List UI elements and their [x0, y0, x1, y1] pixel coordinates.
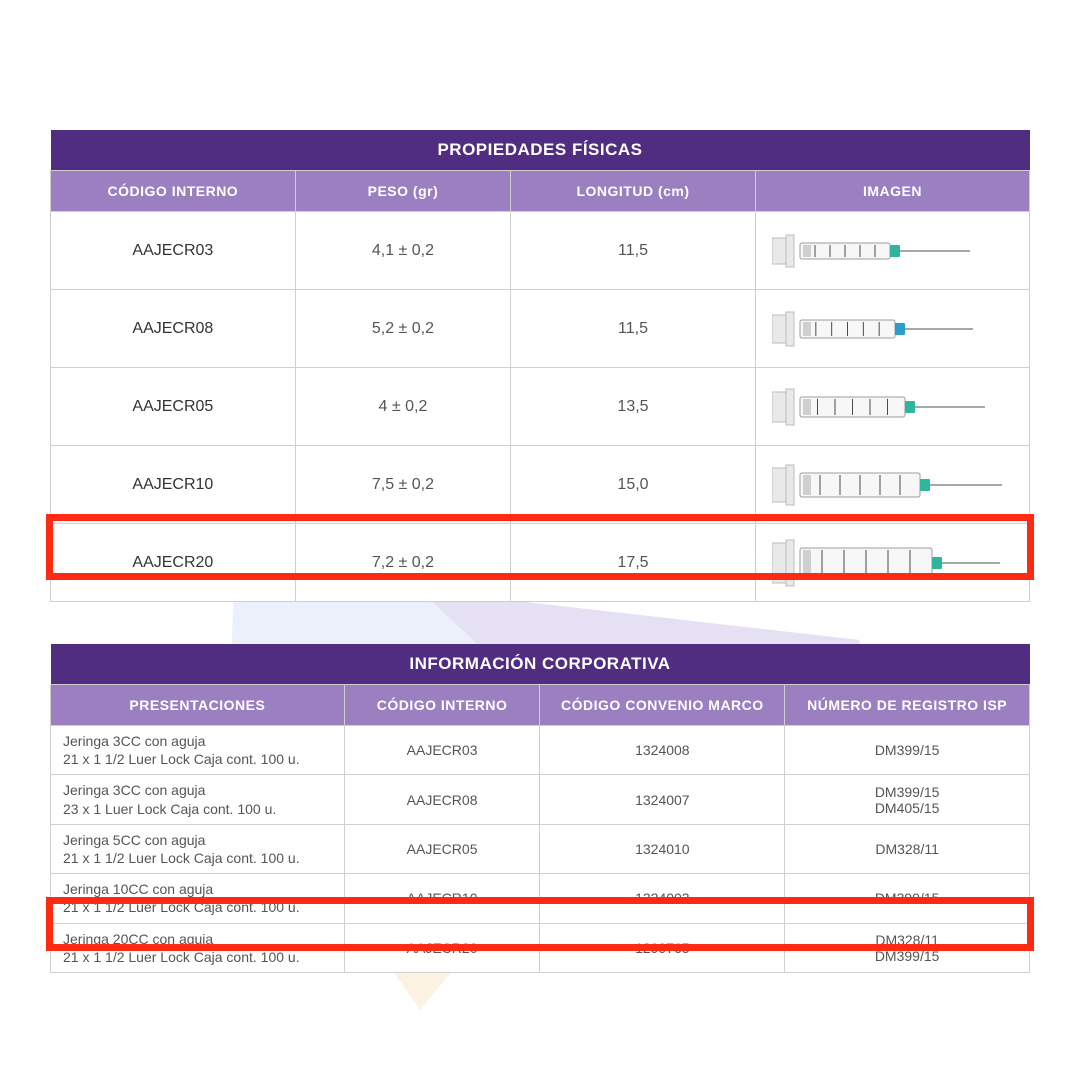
cell-codigo: AAJECR20: [344, 923, 540, 972]
cell-codigo: AAJECR20: [51, 524, 296, 602]
cell-isp: DM399/15: [785, 874, 1030, 923]
cell-codigo: AAJECR10: [51, 446, 296, 524]
cell-convenio: 1324003: [540, 874, 785, 923]
corporate-info-table: INFORMACIÓN CORPORATIVA PRESENTACIONES C…: [50, 644, 1030, 973]
cell-presentaciones: Jeringa 3CC con aguja 21 x 1 1/2 Luer Lo…: [51, 726, 345, 775]
cell-peso: 7,2 ± 0,2: [295, 524, 510, 602]
physical-properties-table: PROPIEDADES FÍSICAS CÓDIGO INTERNO PESO …: [50, 130, 1030, 602]
cell-longitud: 15,0: [511, 446, 756, 524]
table-row: Jeringa 20CC con aguja 21 x 1 1/2 Luer L…: [51, 923, 1030, 972]
table-row: Jeringa 3CC con aguja 23 x 1 Luer Lock C…: [51, 775, 1030, 824]
cell-imagen: [755, 446, 1029, 524]
table2-title-row: INFORMACIÓN CORPORATIVA: [51, 644, 1030, 685]
cell-imagen: [755, 368, 1029, 446]
table-row: Jeringa 3CC con aguja 21 x 1 1/2 Luer Lo…: [51, 726, 1030, 775]
syringe-icon: [772, 460, 1012, 510]
cell-presentaciones: Jeringa 3CC con aguja 23 x 1 Luer Lock C…: [51, 775, 345, 824]
cell-codigo: AAJECR03: [344, 726, 540, 775]
cell-presentaciones: Jeringa 5CC con aguja 21 x 1 1/2 Luer Lo…: [51, 824, 345, 873]
cell-codigo: AAJECR05: [51, 368, 296, 446]
t1-col-peso: PESO (gr): [295, 171, 510, 212]
t2-col-presentaciones: PRESENTACIONES: [51, 685, 345, 726]
cell-peso: 4,1 ± 0,2: [295, 212, 510, 290]
cell-codigo: AAJECR08: [344, 775, 540, 824]
table-row: Jeringa 5CC con aguja 21 x 1 1/2 Luer Lo…: [51, 824, 1030, 873]
cell-imagen: [755, 290, 1029, 368]
syringe-icon: [772, 226, 1012, 276]
table2-title: INFORMACIÓN CORPORATIVA: [51, 644, 1030, 685]
cell-longitud: 17,5: [511, 524, 756, 602]
syringe-icon: [772, 538, 1012, 588]
cell-isp: DM328/11: [785, 824, 1030, 873]
t2-col-convenio: CÓDIGO CONVENIO MARCO: [540, 685, 785, 726]
table1-title: PROPIEDADES FÍSICAS: [51, 130, 1030, 171]
cell-codigo: AAJECR08: [51, 290, 296, 368]
cell-imagen: [755, 212, 1029, 290]
cell-longitud: 11,5: [511, 212, 756, 290]
table-row: AAJECR08 5,2 ± 0,2 11,5: [51, 290, 1030, 368]
t1-col-imagen: IMAGEN: [755, 171, 1029, 212]
table-row: Jeringa 10CC con aguja 21 x 1 1/2 Luer L…: [51, 874, 1030, 923]
cell-convenio: 1324007: [540, 775, 785, 824]
cell-isp: DM399/15DM405/15: [785, 775, 1030, 824]
syringe-icon: [772, 304, 1012, 354]
cell-imagen: [755, 524, 1029, 602]
cell-codigo: AAJECR10: [344, 874, 540, 923]
t2-col-isp: NÚMERO DE REGISTRO ISP: [785, 685, 1030, 726]
cell-convenio: 1324008: [540, 726, 785, 775]
cell-codigo: AAJECR03: [51, 212, 296, 290]
syringe-icon: [772, 382, 1012, 432]
cell-presentaciones: Jeringa 10CC con aguja 21 x 1 1/2 Luer L…: [51, 874, 345, 923]
t1-col-longitud: LONGITUD (cm): [511, 171, 756, 212]
table-row: AAJECR20 7,2 ± 0,2 17,5: [51, 524, 1030, 602]
cell-codigo: AAJECR05: [344, 824, 540, 873]
t1-col-codigo: CÓDIGO INTERNO: [51, 171, 296, 212]
page-content: PROPIEDADES FÍSICAS CÓDIGO INTERNO PESO …: [0, 0, 1080, 1033]
cell-longitud: 11,5: [511, 290, 756, 368]
cell-peso: 5,2 ± 0,2: [295, 290, 510, 368]
cell-convenio: 1324010: [540, 824, 785, 873]
cell-peso: 7,5 ± 0,2: [295, 446, 510, 524]
cell-convenio: 1299765: [540, 923, 785, 972]
cell-isp: DM328/11DM399/15: [785, 923, 1030, 972]
t2-col-codigo: CÓDIGO INTERNO: [344, 685, 540, 726]
table-row: AAJECR03 4,1 ± 0,2 11,5: [51, 212, 1030, 290]
cell-presentaciones: Jeringa 20CC con aguja 21 x 1 1/2 Luer L…: [51, 923, 345, 972]
table-row: AAJECR10 7,5 ± 0,2 15,0: [51, 446, 1030, 524]
table1-title-row: PROPIEDADES FÍSICAS: [51, 130, 1030, 171]
table-row: AAJECR05 4 ± 0,2 13,5: [51, 368, 1030, 446]
cell-isp: DM399/15: [785, 726, 1030, 775]
cell-longitud: 13,5: [511, 368, 756, 446]
table2-header-row: PRESENTACIONES CÓDIGO INTERNO CÓDIGO CON…: [51, 685, 1030, 726]
cell-peso: 4 ± 0,2: [295, 368, 510, 446]
table1-header-row: CÓDIGO INTERNO PESO (gr) LONGITUD (cm) I…: [51, 171, 1030, 212]
